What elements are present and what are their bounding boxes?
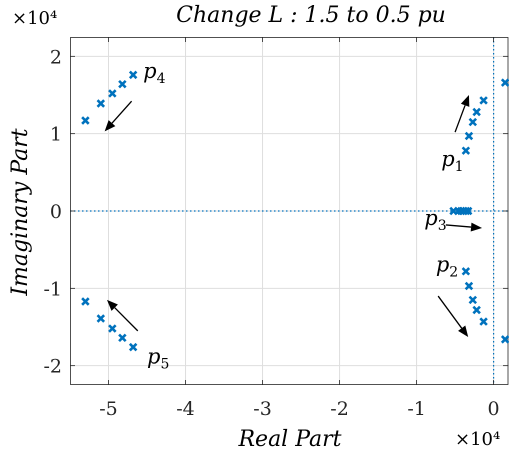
y-tick-label: 0	[50, 201, 62, 223]
pole-marker	[479, 96, 488, 105]
x-tick-label: -3	[253, 398, 272, 420]
pole-marker	[472, 107, 481, 117]
grid	[70, 37, 509, 385]
pole-marker	[108, 324, 117, 333]
ticks: -5 -4 -3 -2 -1 0 -2 -1 0 1 2	[43, 37, 508, 420]
pole-marker	[463, 206, 473, 216]
pole-label: p1	[441, 147, 463, 175]
pole-label: p2	[436, 252, 458, 280]
pole-marker	[96, 99, 106, 108]
pole-marker	[81, 116, 90, 125]
y-tick-label: 1	[50, 124, 62, 146]
direction-arrow	[437, 295, 469, 338]
pole-marker	[461, 267, 471, 276]
pole-marker	[461, 206, 471, 216]
y-tick-label: 2	[50, 46, 62, 68]
direction-arrow	[104, 100, 133, 132]
pole-label: p3	[424, 206, 446, 234]
pole-marker	[81, 297, 90, 306]
direction-arrow	[106, 299, 139, 332]
pole-marker	[468, 117, 478, 127]
data-points	[81, 70, 509, 352]
pole-label: p5	[147, 344, 169, 372]
x-tick-label: -4	[176, 398, 195, 420]
pole-label: p4	[143, 59, 165, 87]
arrows	[104, 95, 483, 338]
x-axis-label: Real Part	[237, 427, 341, 452]
pole-marker	[479, 317, 488, 326]
pole-marker	[468, 295, 478, 305]
y-axis-exponent: ×10⁴	[12, 8, 57, 29]
direction-arrow	[445, 222, 483, 232]
pole-marker	[128, 70, 138, 80]
x-tick-label: -2	[330, 398, 349, 420]
pole-marker	[464, 281, 474, 291]
x-tick-label: 0	[488, 398, 500, 420]
pole-marker	[500, 335, 509, 344]
pole-marker	[96, 314, 106, 323]
y-axis-label: Imaginary Part	[8, 128, 33, 296]
chart-title: Change L : 1.5 to 0.5 pu	[176, 3, 446, 28]
pole-marker	[461, 146, 471, 155]
pole-marker	[128, 342, 138, 352]
y-tick-label: -1	[43, 278, 62, 300]
pole-marker	[464, 131, 474, 141]
x-axis-exponent: ×10⁴	[455, 429, 500, 450]
direction-arrow	[454, 95, 470, 133]
pole-marker	[472, 305, 481, 315]
pole-marker	[118, 333, 127, 343]
x-tick-label: -5	[99, 398, 118, 420]
pole-marker	[118, 79, 127, 89]
pole-marker	[108, 89, 117, 98]
annotations: p4 p1 p3 p2 p5	[143, 59, 463, 372]
x-tick-label: -1	[407, 398, 426, 420]
reference-lines	[70, 37, 509, 385]
pole-marker	[500, 78, 509, 87]
y-tick-label: -2	[43, 356, 62, 378]
